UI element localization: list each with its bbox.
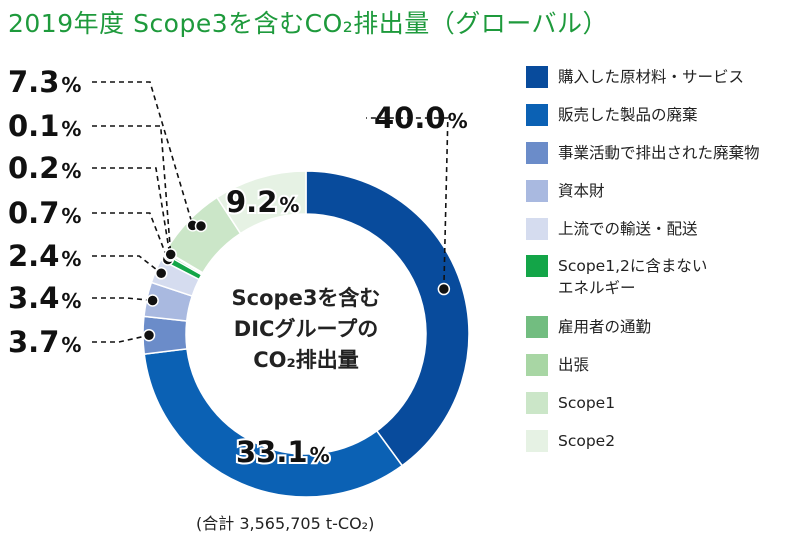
pct-label-5: 0.7% [8,196,81,230]
leader-line-6 [92,167,171,256]
pct-label-0: 40.0% [374,101,468,135]
legend-item-6: 雇用者の通勤 [526,316,798,338]
legend-swatch-0 [526,66,548,88]
legend-swatch-8 [526,392,548,414]
legend-label-5: Scope1,2に含まない エネルギー [558,257,708,297]
legend-item-1: 販売した製品の廃棄 [526,104,798,126]
donut-slices [142,170,470,498]
pct-label-7: 0.1% [8,109,81,143]
leader-dot-0 [437,282,451,296]
legend-item-4: 上流での輸送・配送 [526,218,798,240]
leader-line-5 [92,212,169,260]
legend-item-9: Scope2 [526,430,798,452]
legend-label-8: Scope1 [558,394,616,412]
legend-label-7: 出張 [558,356,590,374]
legend-item-8: Scope1 [526,392,798,414]
legend-label-0: 購入した原材料・サービス [558,68,745,86]
legend-swatch-6 [526,316,548,338]
leader-dot-2 [142,328,156,342]
legend-swatch-7 [526,354,548,376]
center-label-line-3: CO₂排出量 [253,348,358,372]
leader-dot-9 [194,219,208,233]
leader-line-0 [366,117,449,290]
legend-swatch-2 [526,142,548,164]
legend-item-0: 購入した原材料・サービス [526,66,798,88]
leader-line-7 [92,125,172,255]
pct-label-6: 0.2% [8,151,81,185]
pct-label-2: 3.7% [8,325,81,359]
label-leader-lines [92,81,451,343]
slice-9 [215,170,307,235]
percentage-labels: 40.0 %33.1 %3.7 %3.4 %2.4 %0.7 %0.2 %0.1 %7.3 %9.… [8,65,468,471]
leader-line-4 [92,255,162,274]
legend-swatch-3 [526,180,548,202]
legend-label-2: 事業活動で排出された廃棄物 [558,144,760,162]
center-label-line-1: Scope3を含む [232,286,381,310]
legend-swatch-4 [526,218,548,240]
legend-label-6: 雇用者の通勤 [558,318,652,336]
legend-item-5: Scope1,2に含まない エネルギー [526,255,798,299]
leader-dot-7 [164,248,177,261]
legend-item-7: 出張 [526,354,798,376]
legend-item-3: 資本財 [526,180,798,202]
legend-label-4: 上流での輸送・配送 [558,220,698,238]
legend-label-9: Scope2 [558,432,616,450]
legend-swatch-5 [526,255,548,277]
chart-title: 2019年度 Scope3を含むCO₂排出量（グローバル） [8,9,609,38]
slice-0 [305,170,470,467]
pct-label-1: 33.1% [236,435,330,469]
legend-label-3: 資本財 [558,182,605,200]
leader-line-3 [92,297,153,302]
legend-label-1: 販売した製品の廃棄 [558,106,698,124]
legend-item-2: 事業活動で排出された廃棄物 [526,142,798,164]
pct-label-4: 2.4% [8,239,81,273]
total-note: (合計 3,565,705 t-CO₂) [196,514,375,533]
leader-line-8 [92,81,194,226]
pct-label-3: 3.4% [8,281,81,315]
legend-swatch-9 [526,430,548,452]
legend-swatch-1 [526,104,548,126]
center-label-line-2: DICグループの [234,317,378,341]
leader-dot-3 [146,294,159,307]
leader-dot-4 [154,267,168,280]
leader-line-2 [92,334,150,343]
pct-label-8: 7.3% [8,65,81,99]
